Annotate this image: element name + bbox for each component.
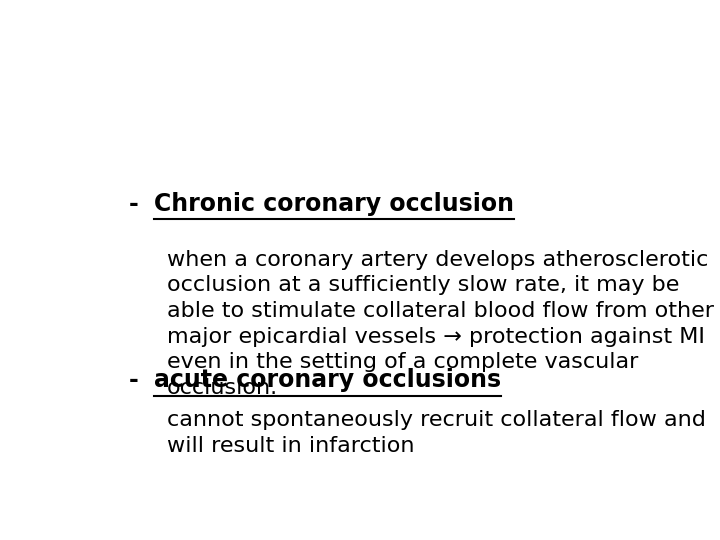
Text: when a coronary artery develops atherosclerotic
occlusion at a sufficiently slow: when a coronary artery develops atherosc… xyxy=(167,250,714,398)
Text: cannot spontaneously recruit collateral flow and
will result in infarction: cannot spontaneously recruit collateral … xyxy=(167,410,706,456)
Text: -: - xyxy=(129,192,139,215)
Text: acute coronary occlusions: acute coronary occlusions xyxy=(154,368,501,393)
Text: Chronic coronary occlusion: Chronic coronary occlusion xyxy=(154,192,514,215)
Text: -: - xyxy=(129,368,139,393)
